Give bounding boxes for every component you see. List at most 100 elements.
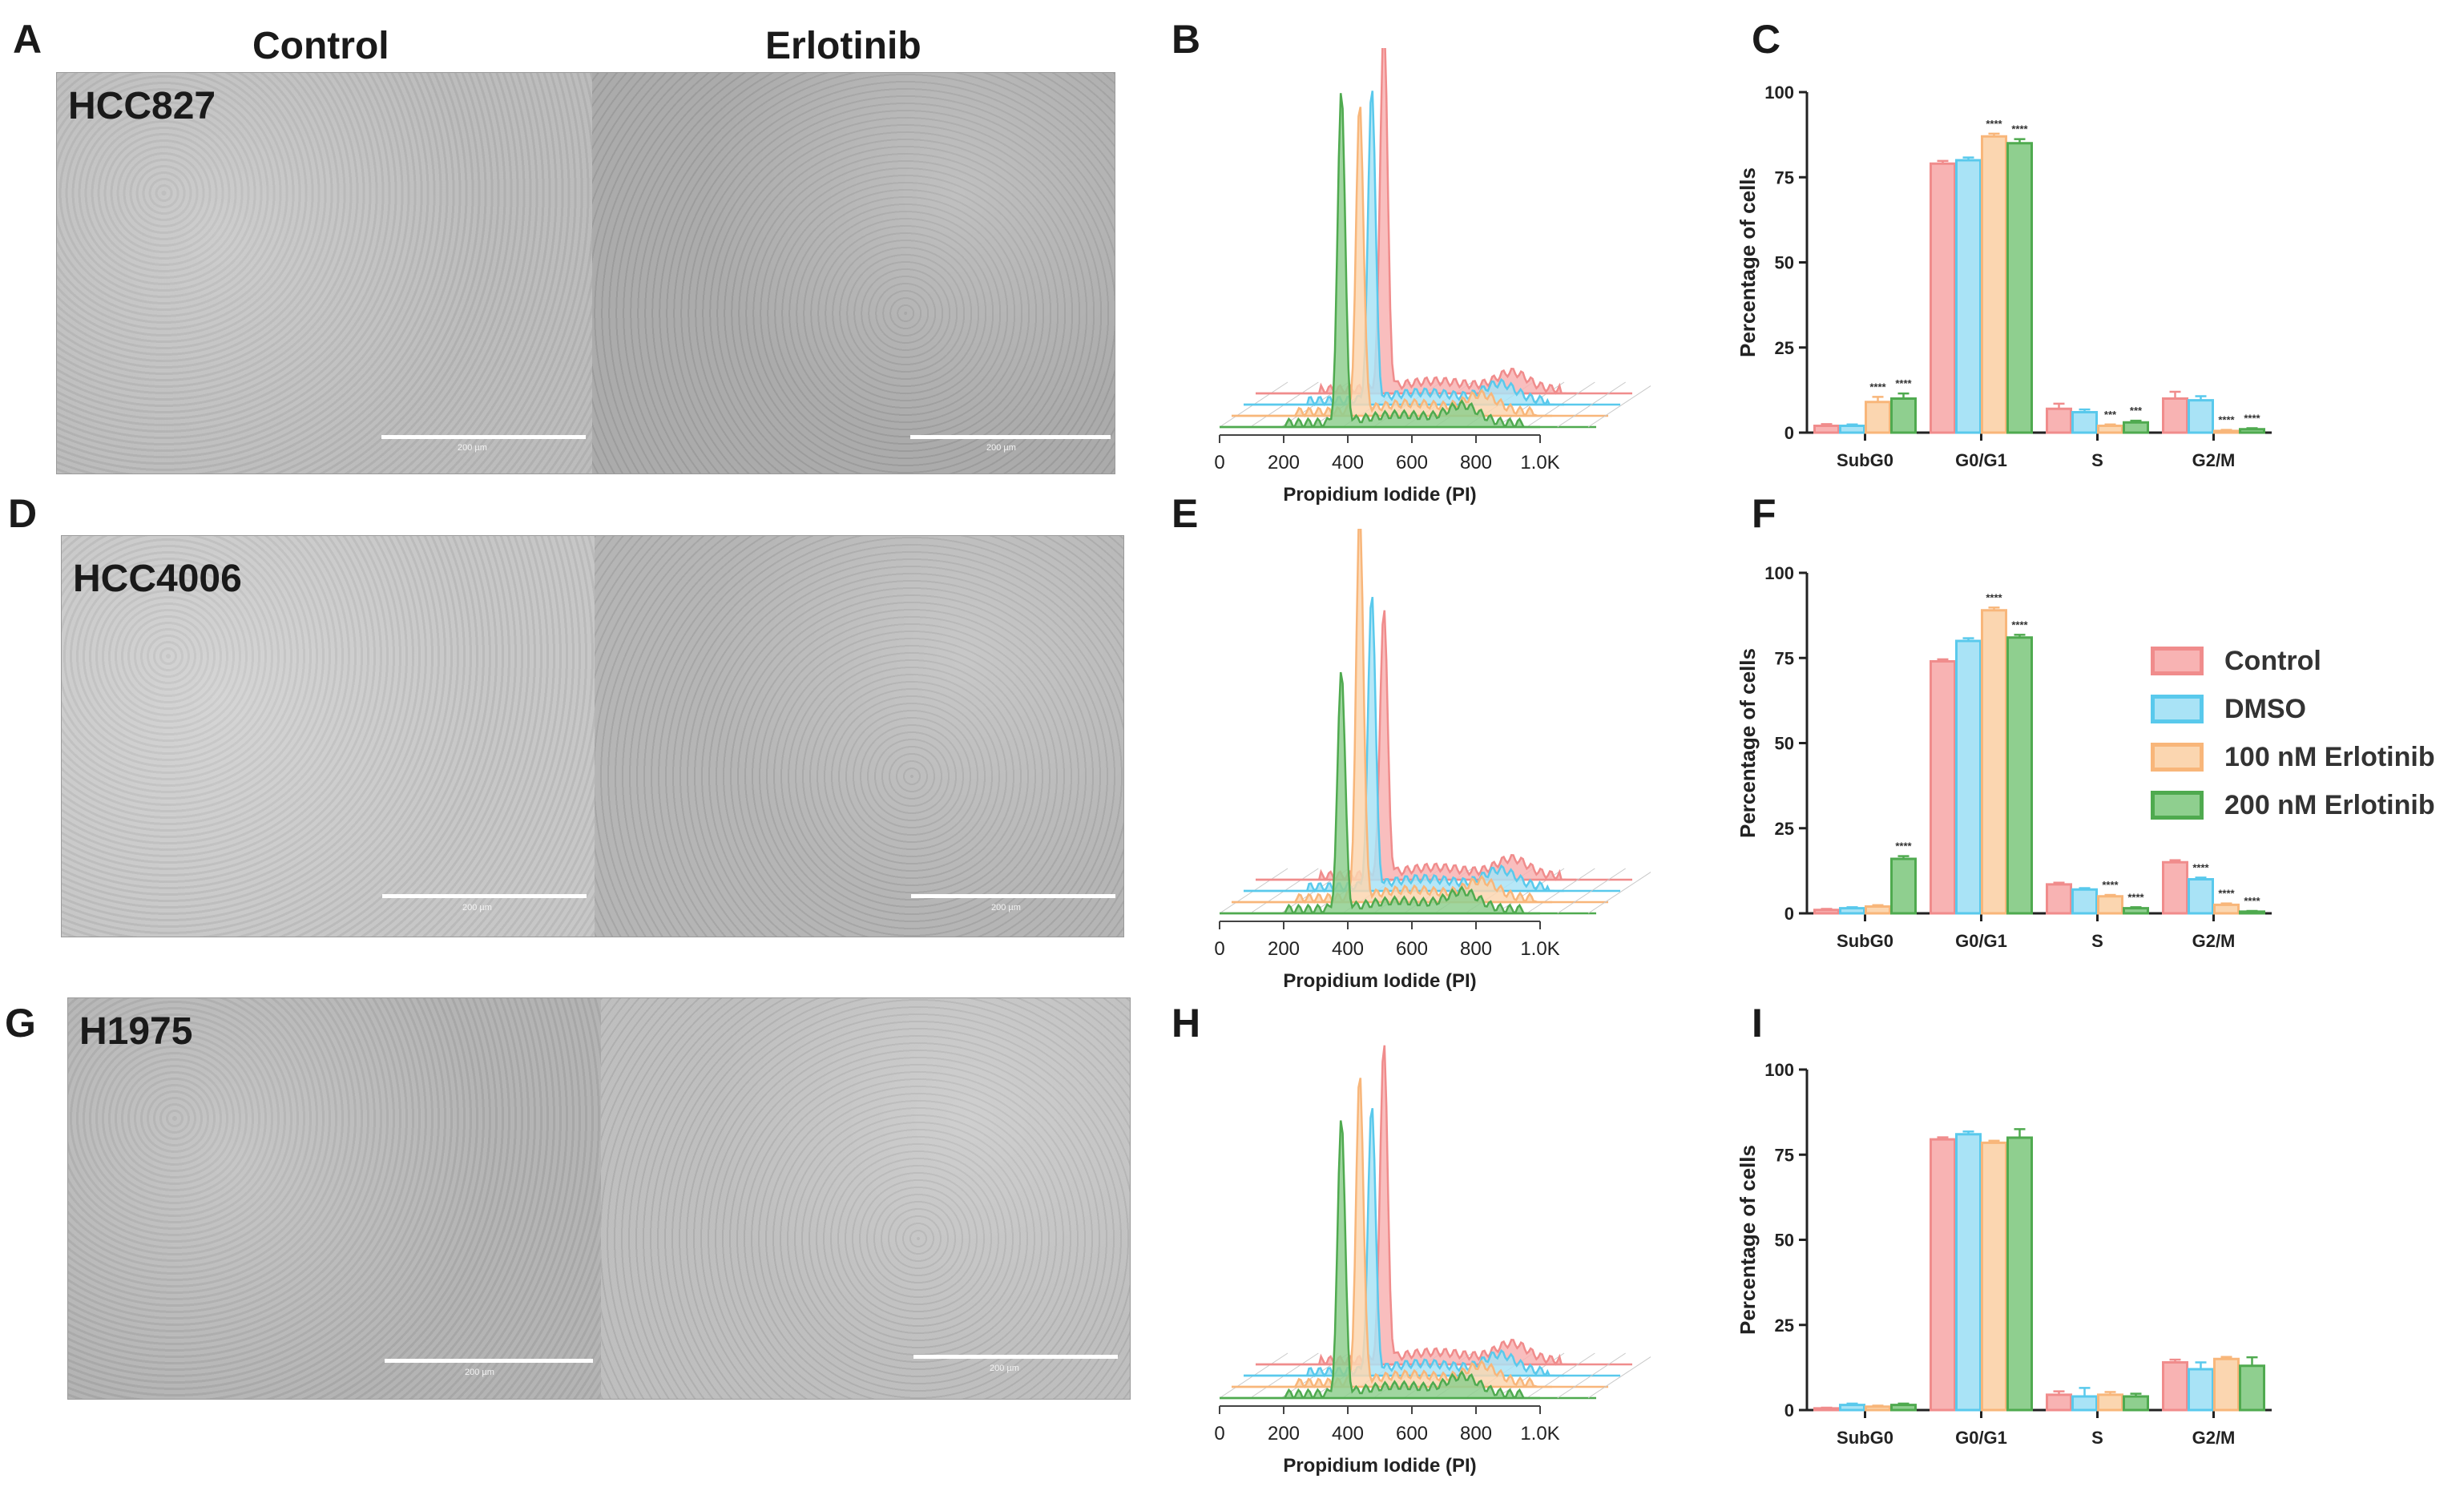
significance-label: *** [2130, 405, 2143, 417]
scale-bar-erlotinib [913, 1355, 1118, 1359]
bar-g0-g1-control [1930, 162, 1956, 434]
significance-label: **** [2102, 879, 2119, 891]
x-tick-label: G0/G1 [1955, 450, 2007, 470]
y-tick-label: 75 [1775, 648, 1794, 668]
x-axis-label: Propidium Iodide (PI) [1283, 1455, 1476, 1477]
bar-g0-g1-control [1930, 660, 1956, 915]
panel-letter-b: B [1172, 17, 1201, 62]
y-tick-label: 100 [1764, 563, 1794, 583]
scale-text-erlotinib: 200 µm [986, 443, 1016, 453]
significance-label: **** [2218, 414, 2235, 426]
scale-bar-erlotinib [911, 894, 1115, 898]
micrograph-control-image [68, 998, 601, 1399]
x-tick-label: S [2091, 931, 2103, 951]
bar-subg0-200-nm-erlotinib [1890, 1404, 1917, 1412]
legend-label: DMSO [2224, 693, 2306, 724]
bar-g0-g1-100-nm-erlotinib [1981, 609, 2007, 915]
y-tick-label: 75 [1775, 1145, 1794, 1165]
floor-gridline [1587, 1356, 1651, 1399]
significance-label: **** [2011, 619, 2028, 631]
legend-swatch [2151, 743, 2204, 772]
panel-letter-f: F [1752, 491, 1776, 536]
panel-letter-d: D [8, 491, 38, 536]
x-tick-label: S [2091, 1428, 2103, 1448]
x-tick-label: G2/M [2192, 450, 2236, 470]
floor-gridline [1557, 381, 1626, 428]
legend-label: 200 nM Erlotinib [2224, 789, 2435, 820]
floor-gridline [1557, 1352, 1626, 1399]
y-tick-label: 25 [1775, 1316, 1794, 1336]
bar-subg0-control [1813, 909, 1840, 915]
bar-g2-m-control [2162, 397, 2188, 434]
bar-s-200-nm-erlotinib [2123, 421, 2149, 434]
scale-bar-control [385, 1359, 593, 1363]
y-tick-label: 25 [1775, 338, 1794, 358]
significance-label: **** [2011, 123, 2028, 135]
scale-bar-control [381, 435, 586, 439]
scale-bar-control [382, 894, 587, 898]
y-tick-label: 50 [1775, 1231, 1794, 1251]
x-tick-label: 600 [1396, 1423, 1428, 1445]
y-axis-label: Percentage of cells [1736, 167, 1760, 357]
histogram-chart-b: 0 200 400 600 800 1.0K Propidium Iodide (PI) [1214, 48, 1651, 505]
y-tick-label: 100 [1764, 1060, 1794, 1080]
x-tick-label: 600 [1396, 452, 1428, 473]
bar-g2-m-dmso [2188, 1368, 2214, 1412]
significance-label: **** [2244, 895, 2260, 907]
column-header-erlotinib: Erlotinib [765, 25, 921, 67]
x-tick-label: 0 [1214, 452, 1224, 473]
column-header-control: Control [252, 25, 389, 67]
bar-g0-g1-200-nm-erlotinib [2006, 142, 2033, 434]
histogram-100-nm-erlotinib [1232, 1078, 1553, 1388]
histogram-dmso [1244, 91, 1565, 407]
panel-letter-i: I [1752, 1001, 1763, 1046]
bar-chart-c: 0 25 50 75 100 Percentage of cells SubG0 G0/G1 S… [1736, 83, 2272, 470]
bar-subg0-dmso [1839, 907, 1865, 915]
bar-g0-g1-dmso [1955, 159, 1982, 434]
histogram-chart-h: 0 200 400 600 800 1.0K Propidium Iodide (PI) [1214, 1045, 1651, 1477]
micrograph-erlotinib-image [595, 536, 1123, 937]
y-axis-label: Percentage of cells [1736, 1145, 1760, 1335]
x-tick-label: 400 [1332, 938, 1364, 960]
bar-s-dmso [2071, 411, 2098, 434]
legend-item-control: Control [2151, 637, 2435, 685]
bar-s-control [2046, 883, 2072, 915]
x-tick-label: G0/G1 [1955, 931, 2007, 951]
x-tick-label: 0 [1214, 938, 1224, 960]
x-tick-label: G0/G1 [1955, 1428, 2007, 1448]
bar-s-control [2046, 407, 2072, 434]
significance-label: **** [1895, 377, 1912, 389]
floor-gridline [1587, 872, 1651, 914]
panel-letter-g: G [5, 1001, 36, 1046]
histogram-100-nm-erlotinib [1232, 107, 1553, 417]
histogram-control [1256, 1045, 1577, 1366]
significance-label: **** [2218, 888, 2235, 900]
x-tick-label: 800 [1460, 1423, 1492, 1445]
legend-item-dmso: DMSO [2151, 685, 2435, 733]
bar-g2-m-dmso [2188, 878, 2214, 915]
bar-subg0-dmso [1839, 1404, 1865, 1412]
histogram-200-nm-erlotinib [1220, 1120, 1541, 1400]
bar-s-100-nm-erlotinib [2097, 425, 2123, 434]
y-tick-label: 0 [1784, 1400, 1794, 1420]
x-tick-label: 0 [1214, 1423, 1224, 1445]
legend-item-200nm: 200 nM Erlotinib [2151, 781, 2435, 829]
legend-label: Control [2224, 645, 2321, 676]
floor-gridline [1557, 868, 1626, 914]
x-tick-label: 800 [1460, 938, 1492, 960]
y-tick-label: 50 [1775, 734, 1794, 754]
bar-s-control [2046, 1393, 2072, 1412]
panel-letter-c: C [1752, 17, 1781, 62]
bar-subg0-200-nm-erlotinib [1890, 397, 1917, 434]
bar-g0-g1-200-nm-erlotinib [2006, 1136, 2033, 1412]
bar-g2-m-dmso [2188, 399, 2214, 434]
bar-g0-g1-control [1930, 1138, 1956, 1412]
bar-chart-f: 0 25 50 75 100 Percentage of cells SubG0 G0/G1 S… [1736, 563, 2272, 951]
micrograph-control-image [57, 73, 592, 473]
scale-text-erlotinib: 200 µm [991, 903, 1021, 913]
x-tick-label: 1.0K [1520, 938, 1559, 960]
bar-s-100-nm-erlotinib [2097, 895, 2123, 915]
x-tick-label: 400 [1332, 452, 1364, 473]
bar-subg0-100-nm-erlotinib [1865, 1405, 1891, 1412]
significance-label: **** [2127, 891, 2144, 903]
